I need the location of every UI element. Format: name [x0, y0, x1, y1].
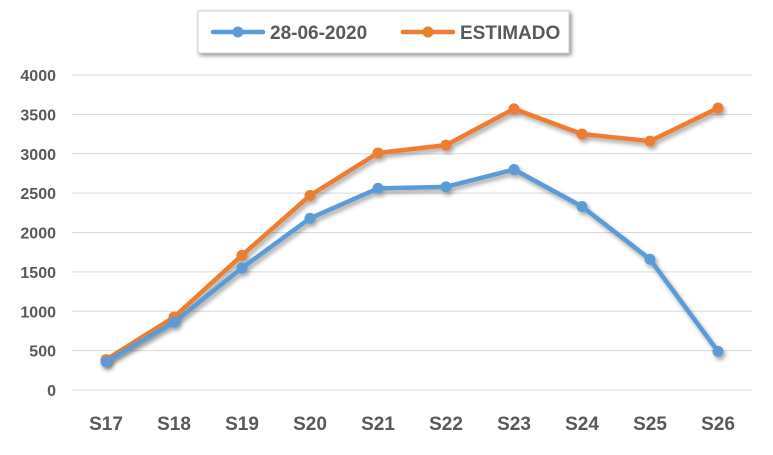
- legend-marker: [232, 26, 244, 38]
- data-point: [576, 201, 588, 213]
- legend-marker: [422, 26, 434, 38]
- data-point: [372, 147, 384, 159]
- data-point: [508, 103, 520, 115]
- y-tick-label: 3500: [20, 107, 56, 124]
- x-tick-label: S25: [633, 414, 667, 435]
- x-tick-label: S17: [89, 414, 123, 435]
- x-tick-label: S21: [361, 414, 395, 435]
- y-tick-label: 1000: [20, 304, 56, 321]
- data-point: [644, 253, 656, 265]
- legend-item: 28-06-2020: [210, 23, 367, 44]
- y-tick-label: 2000: [20, 226, 56, 243]
- x-tick-label: S18: [157, 414, 191, 435]
- series-line: [103, 105, 721, 362]
- data-point: [440, 139, 452, 151]
- data-point: [168, 316, 180, 328]
- gridlines: [72, 74, 752, 391]
- data-point: [712, 102, 724, 114]
- data-point: [644, 135, 656, 147]
- y-tick-label: 1500: [20, 265, 56, 282]
- y-tick-label: 3000: [20, 147, 56, 164]
- legend-item: ESTIMADO: [400, 23, 560, 44]
- series-2: [100, 102, 724, 366]
- legend: 28-06-2020 ESTIMADO: [197, 10, 570, 54]
- y-tick-label: 4000: [20, 68, 56, 85]
- data-point: [712, 345, 724, 357]
- y-tick-label: 2500: [20, 186, 56, 203]
- data-point: [100, 356, 112, 368]
- x-tick-label: S26: [701, 414, 735, 435]
- series-line: [103, 167, 721, 364]
- x-tick-label: S24: [565, 414, 599, 435]
- y-tick-label: 500: [29, 344, 56, 361]
- series-1: [100, 164, 724, 368]
- data-point: [508, 164, 520, 175]
- y-tick-label: 0: [47, 383, 56, 400]
- x-tick-label: S20: [293, 414, 327, 435]
- data-point: [304, 212, 316, 224]
- series-lines: [100, 102, 724, 368]
- data-point: [236, 262, 248, 274]
- legend-label: ESTIMADO: [460, 23, 560, 44]
- y-axis: 0 500 1000 1500 2000 2500 3000 3500 4000: [20, 68, 56, 400]
- x-tick-label: S22: [429, 414, 463, 435]
- data-point: [304, 189, 316, 201]
- x-tick-label: S23: [497, 414, 531, 435]
- data-point: [236, 249, 248, 261]
- data-point: [372, 182, 384, 194]
- x-tick-label: S19: [225, 414, 259, 435]
- data-point: [576, 128, 588, 140]
- data-point: [440, 181, 452, 193]
- x-axis: S17 S18 S19 S20 S21 S22 S23 S24 S25 S26: [89, 414, 735, 435]
- legend-label: 28-06-2020: [270, 23, 367, 44]
